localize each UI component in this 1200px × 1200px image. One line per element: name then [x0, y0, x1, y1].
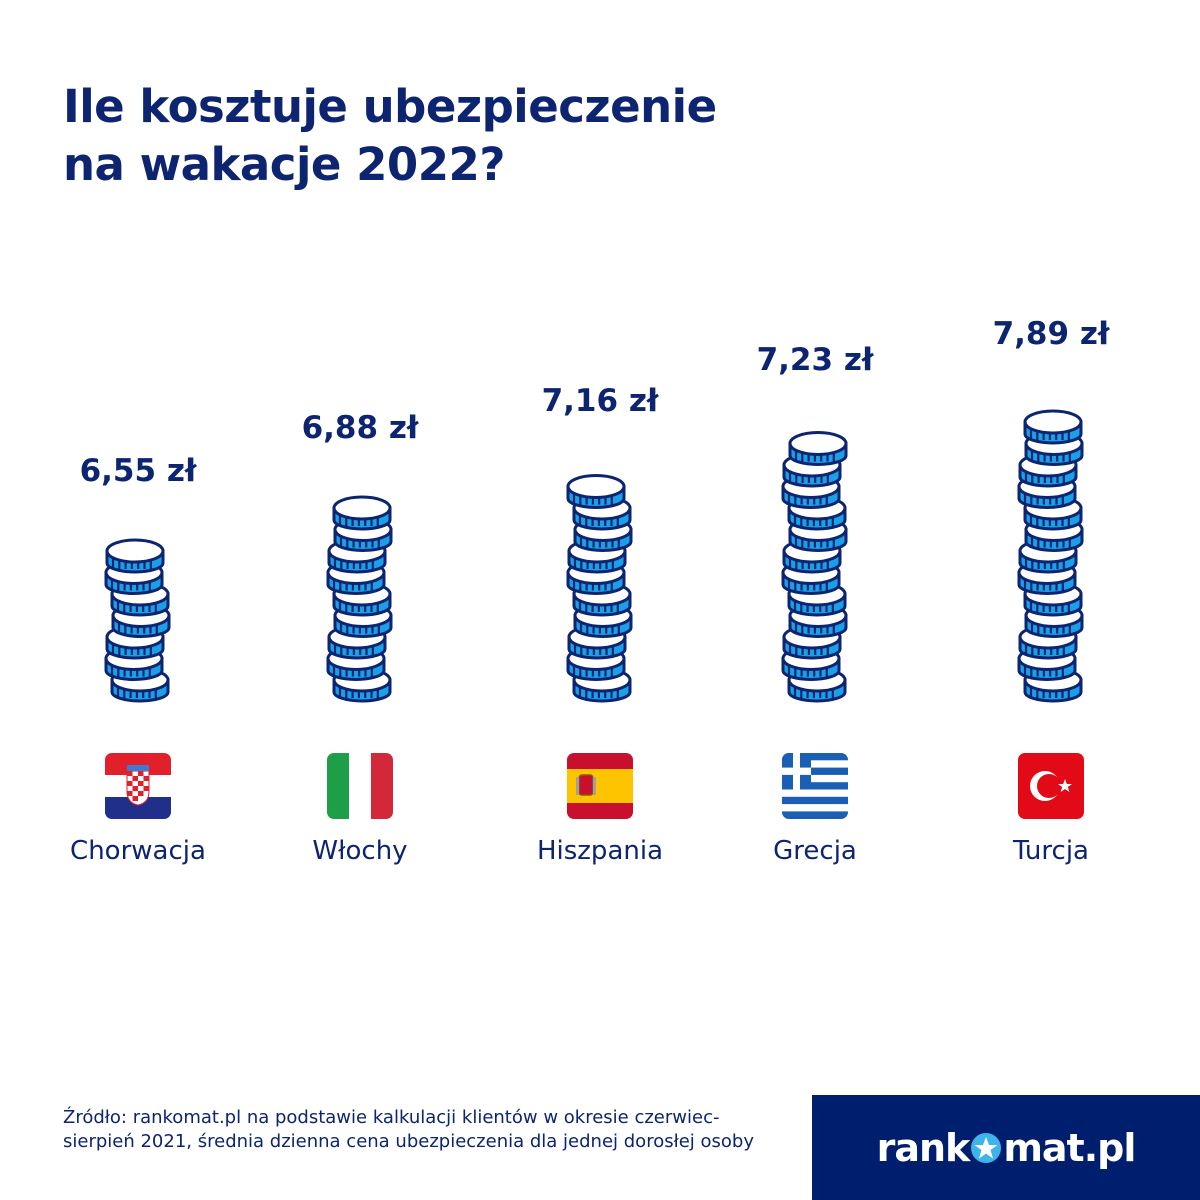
croatia-flag-icon: [105, 753, 171, 819]
country-label: Włochy: [312, 836, 408, 866]
italy-flag-icon: [327, 753, 393, 819]
country-label: Turcja: [1013, 836, 1089, 866]
coin-top: [566, 474, 626, 499]
country-label: Grecja: [773, 836, 857, 866]
spain-flag-icon: [567, 753, 633, 819]
page-title: Ile kosztuje ubezpieczenie na wakacje 20…: [63, 78, 717, 194]
coin-stack-grecja: [781, 431, 848, 703]
coin-stacks: [104, 409, 1084, 703]
country-label: Hiszpania: [536, 836, 664, 866]
coin-top: [332, 495, 392, 521]
price-label: 6,55 zł: [79, 453, 197, 489]
coin-stack-turcja: [1017, 409, 1084, 703]
greece-flag-icon: [782, 753, 848, 819]
coin-stack-chorwacja: [104, 538, 171, 703]
country-label: Chorwacja: [70, 836, 206, 866]
coin-stack-hiszpania: [566, 474, 633, 703]
price-label: 6,88 zł: [301, 410, 419, 446]
coin-top: [788, 431, 848, 456]
coin-top: [105, 538, 165, 564]
title-line-1: Ile kosztuje ubezpieczenie: [63, 80, 717, 133]
star-icon: [971, 1132, 1002, 1163]
logo: rank mat.pl: [812, 1095, 1200, 1200]
title-line-2: na wakacje 2022?: [63, 138, 505, 191]
logo-text-left: rank: [876, 1125, 971, 1170]
source-note: Źródło: rankomat.pl na podstawie kalkula…: [63, 1107, 754, 1152]
coin-top: [1023, 409, 1083, 435]
price-label: 7,23 zł: [756, 342, 874, 378]
coin-stack-włochy: [326, 495, 393, 703]
price-label: 7,16 zł: [541, 383, 659, 419]
turkey-flag-icon: [1018, 753, 1084, 819]
price-label: 7,89 zł: [992, 316, 1110, 352]
logo-text-right: mat.pl: [1003, 1125, 1136, 1170]
